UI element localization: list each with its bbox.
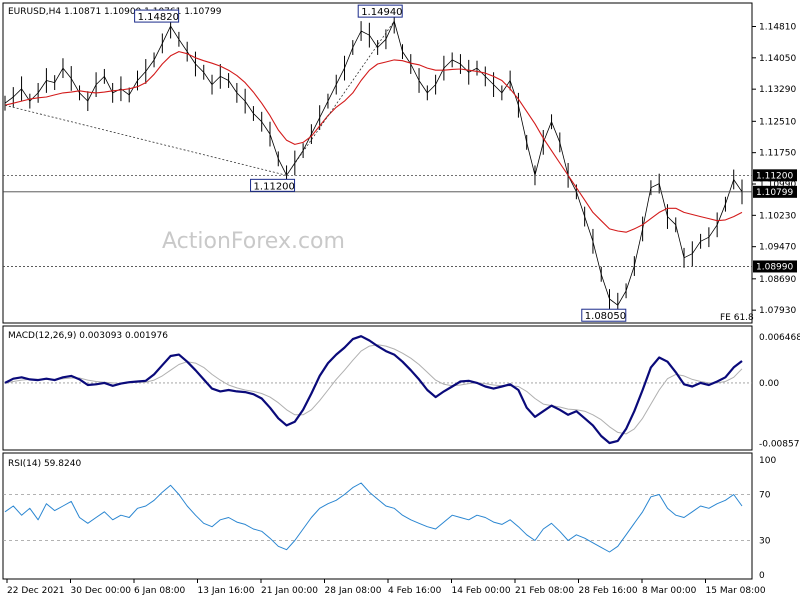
macd-tick-label: 0.00 <box>759 379 779 389</box>
fe-annotation: FE 61.8 <box>720 313 754 323</box>
rsi-plot <box>3 482 752 553</box>
price-plot: 1.14820 1.11200 1.14940 1.08050 <box>3 4 752 322</box>
macd-panel <box>2 325 753 451</box>
x-tick-label: 6 Jan 08:00 <box>134 586 186 596</box>
x-tick-label: 4 Feb 16:00 <box>388 586 442 596</box>
rsi-panel <box>2 452 753 580</box>
level-tag <box>753 169 797 182</box>
y-tick-label: 1.07930 <box>759 306 796 316</box>
fib-projection-line <box>286 20 395 176</box>
rsi-panel-title: RSI(14) 59.8240 <box>8 459 81 469</box>
price-callout-label: 1.11200 <box>254 181 295 192</box>
macd-plot <box>3 335 752 445</box>
x-tick-label: 14 Feb 00:00 <box>452 586 511 596</box>
price-callout-label: 1.14940 <box>361 7 402 18</box>
price-callout-label: 1.08050 <box>585 311 626 322</box>
price-line <box>4 20 743 306</box>
x-tick-label: 21 Feb 08:00 <box>515 586 574 596</box>
price-callout-label: 1.14820 <box>138 12 179 23</box>
x-tick-label: 28 Jan 08:00 <box>325 586 382 596</box>
y-tick-label: 1.11750 <box>759 149 796 159</box>
x-tick-label: 28 Feb 16:00 <box>579 586 638 596</box>
support-trendline <box>4 104 287 176</box>
y-tick-label: 1.09470 <box>759 243 796 253</box>
x-tick-label: 15 Mar 08:00 <box>706 586 766 596</box>
x-tick-label: 30 Dec 00:00 <box>71 586 132 596</box>
x-tick-label: 21 Jan 00:00 <box>261 586 318 596</box>
rsi-line <box>4 482 743 553</box>
macd-tick-label: 0.006468 <box>759 333 800 343</box>
level-tag-label: 1.11200 <box>756 171 793 181</box>
price-callout <box>134 9 180 23</box>
x-tick-label: 8 Mar 00:00 <box>642 586 697 596</box>
x-tick-label: 13 Jan 16:00 <box>198 586 255 596</box>
y-tick-label: 1.10990 <box>759 180 796 190</box>
rsi-tick-label: 30 <box>759 537 771 547</box>
y-tick-label: 1.08690 <box>759 275 796 285</box>
watermark: ActionForex.com <box>162 229 345 254</box>
y-tick-label: 1.14050 <box>759 54 796 64</box>
y-tick-label: 1.14810 <box>759 22 796 32</box>
level-tag <box>753 185 797 198</box>
level-tag-label: 1.10799 <box>756 188 793 198</box>
rsi-tick-label: 0 <box>759 571 765 581</box>
macd-panel-title: MACD(12,26,9) 0.003093 0.001976 <box>8 331 168 341</box>
y-tick-label: 1.10230 <box>759 211 796 221</box>
macd-line <box>4 335 743 445</box>
rsi-tick-label: 70 <box>759 491 771 501</box>
axes: 1.11200 1.10799 1.08990 1.14810 1.14050 1.132… <box>6 22 800 596</box>
macd-tick-label: -0.008573 <box>759 440 800 450</box>
price-panel-title: EURUSD,H4 1.10871 1.10900 1.10761 1.1079… <box>8 7 222 17</box>
price-callout <box>581 308 627 322</box>
price-callout <box>357 4 403 18</box>
moving-average-line <box>4 51 743 233</box>
y-tick-label: 1.12510 <box>759 117 796 127</box>
level-tag-label: 1.08990 <box>756 262 793 272</box>
x-tick-label: 22 Dec 2021 <box>7 586 65 596</box>
y-tick-label: 1.13290 <box>759 85 796 95</box>
level-tag <box>753 260 797 273</box>
rsi-tick-label: 100 <box>759 456 776 466</box>
price-callout <box>250 178 296 192</box>
price-panel <box>2 2 753 324</box>
